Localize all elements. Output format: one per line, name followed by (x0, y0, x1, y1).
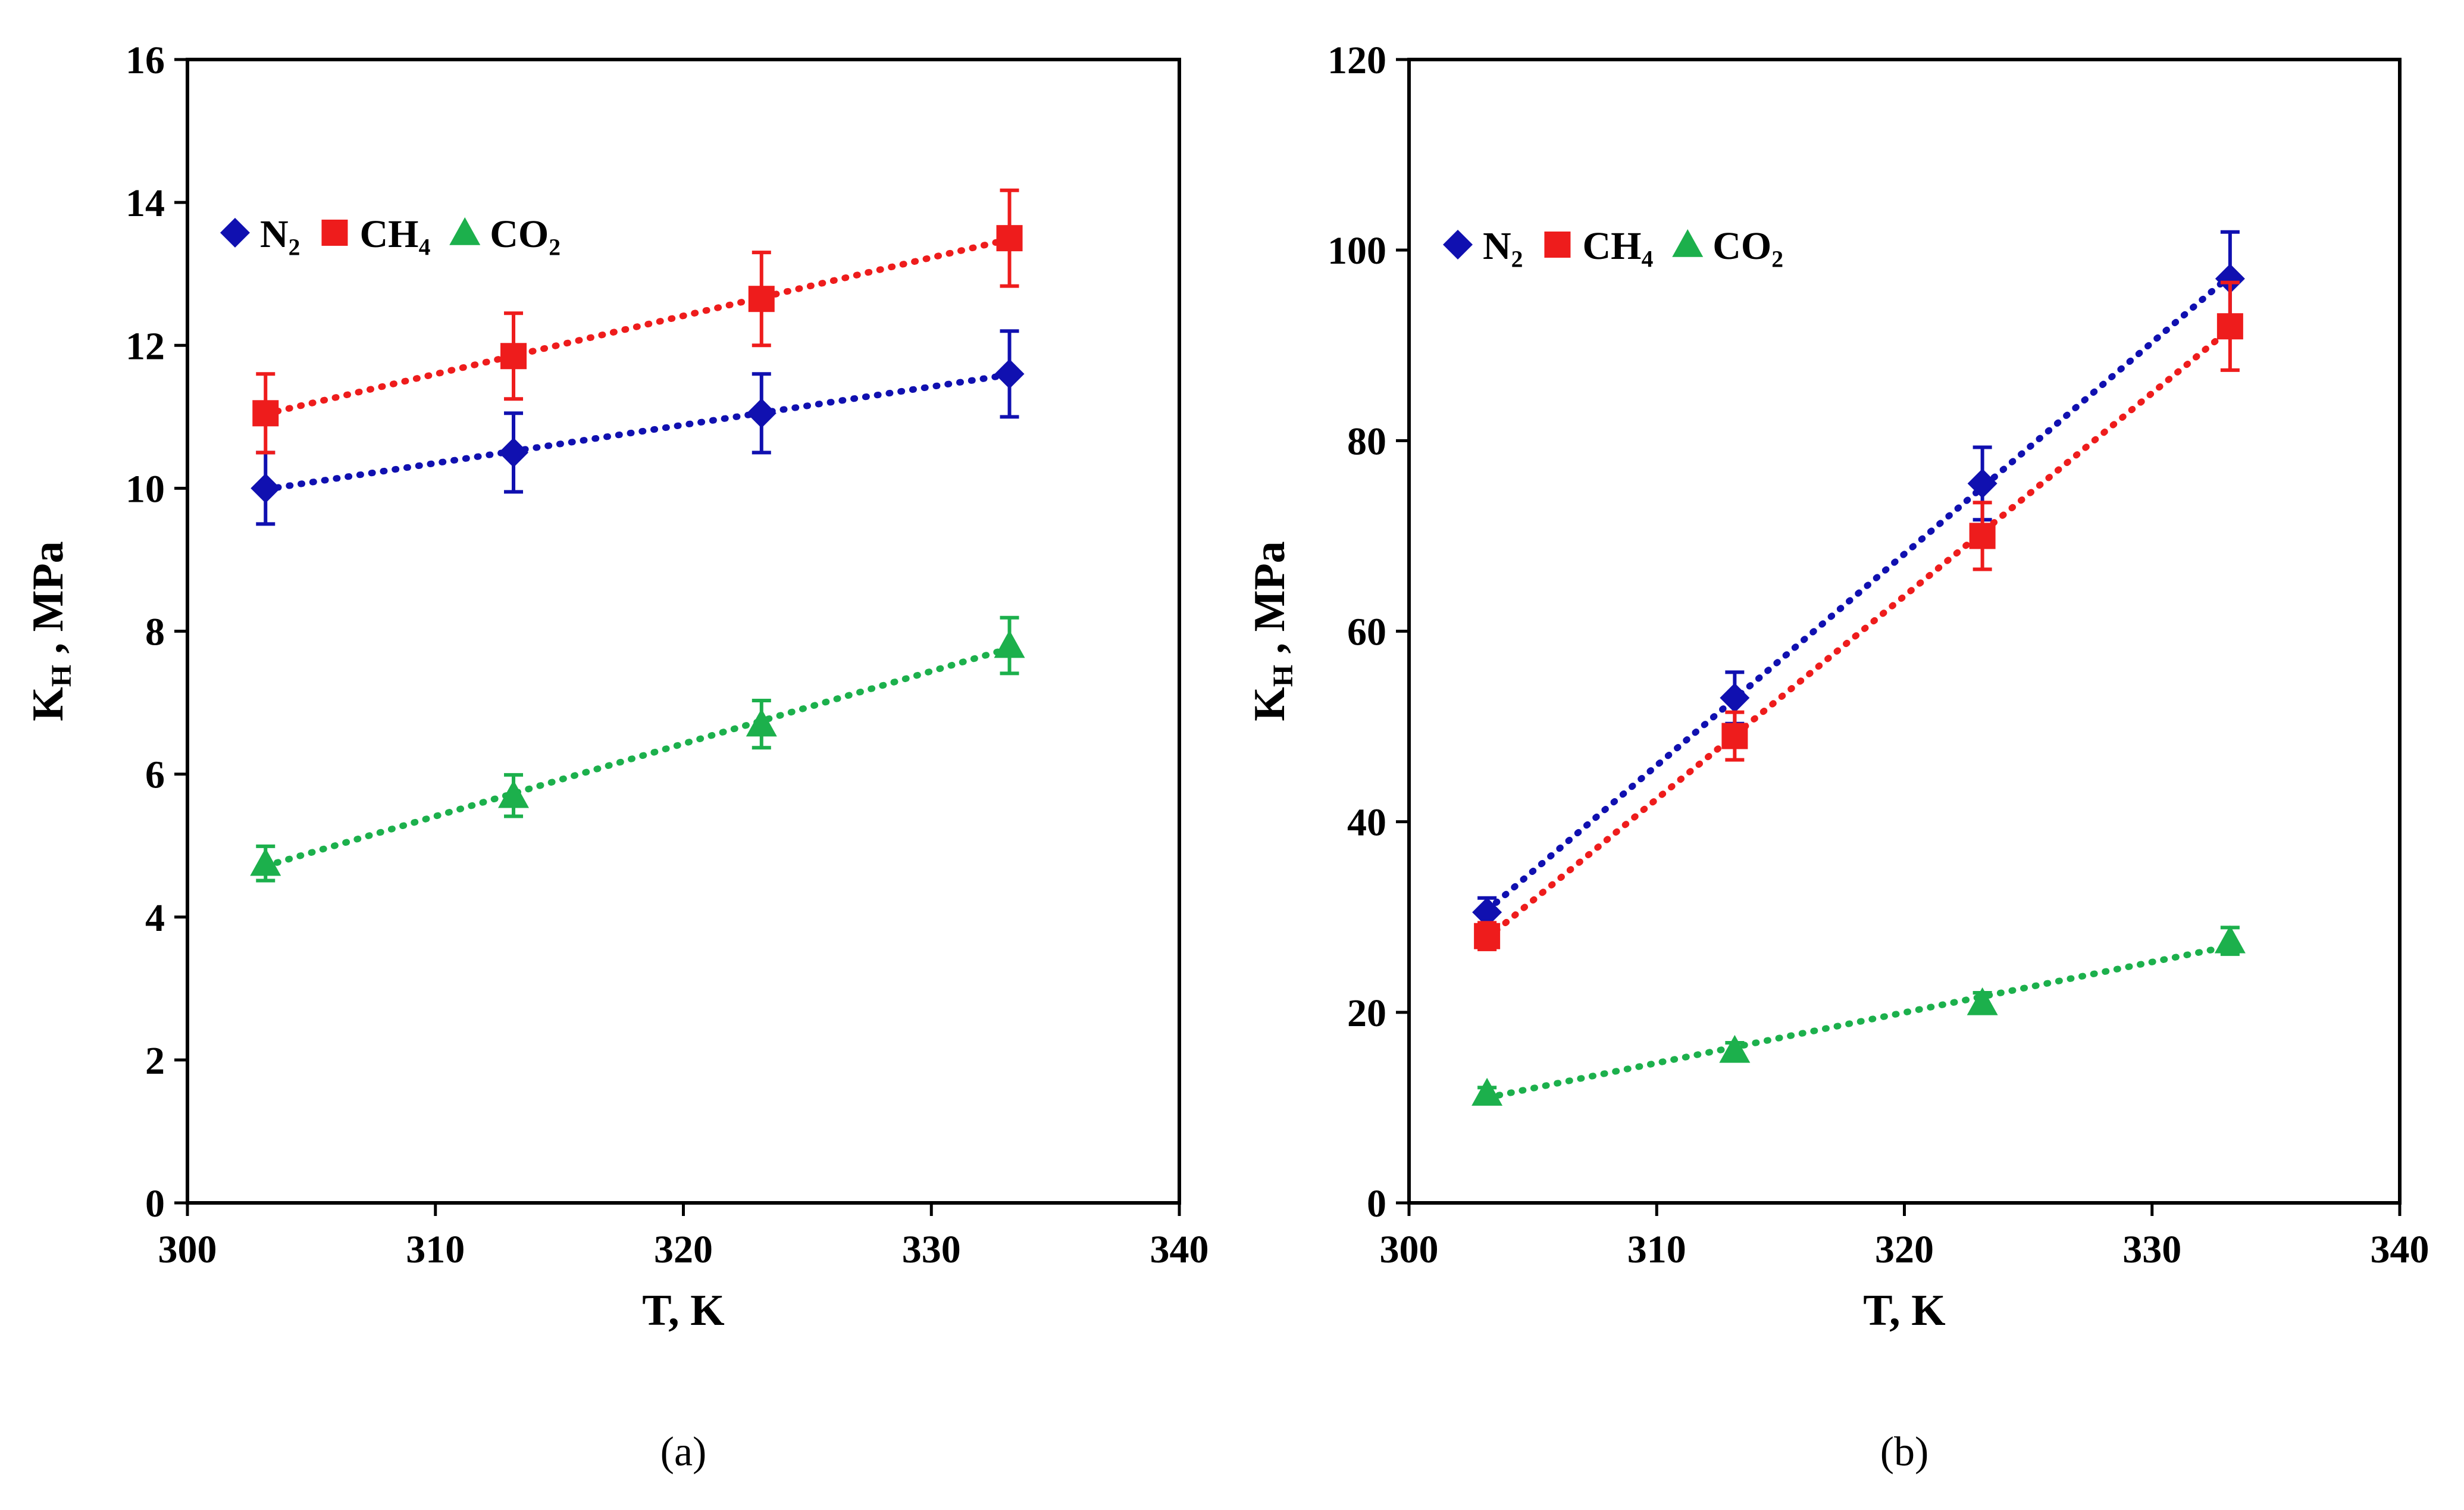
chart-a-y-tick-label: 4 (145, 896, 165, 940)
chart-a-x-axis-title: T, K (642, 1286, 724, 1335)
chart-b-x-axis-title: T, K (1863, 1286, 1945, 1335)
chart-b-panel-label: (b) (1880, 1429, 1929, 1475)
chart-b-y-tick-label: 80 (1347, 420, 1386, 463)
chart-b-y-axis-title-sub: H (1267, 665, 1299, 687)
chart-b-x-tick-label: 320 (1875, 1228, 1934, 1271)
chart-a-y-tick-label: 16 (126, 39, 165, 82)
chart-b-x-tick-label: 330 (2122, 1228, 2181, 1271)
chart-b-trendline-ch4 (1483, 326, 2234, 942)
chart-a-point-ch4 (996, 225, 1023, 252)
chart-panel-b: 300 310 320 330 340 0 20 40 60 80 100 120 T, K KH ,… (1245, 39, 2429, 1475)
chart-b-point-n2 (1472, 897, 1502, 927)
chart-b-x-tick-label: 300 (1380, 1228, 1439, 1271)
chart-b-y-tick-label: 0 (1367, 1182, 1386, 1225)
chart-a-trendline-n2 (262, 371, 1013, 493)
chart-b-point-n2 (2215, 264, 2245, 294)
chart-b-marks (1471, 230, 2246, 1106)
chart-b-x-tick-label: 340 (2371, 1228, 2429, 1271)
chart-a-x-tick-label: 320 (654, 1228, 713, 1271)
chart-a-y-axis-title: KH , MPa (24, 541, 77, 721)
chart-b-point-co2 (1471, 1077, 1503, 1106)
chart-a-point-ch4 (748, 286, 775, 312)
chart-panel-a: 300 310 320 330 340 0 2 4 6 8 10 12 14 16 T, K KH , M… (24, 39, 1209, 1475)
chart-a-y-axis-title-rest: , MPa (24, 541, 73, 665)
chart-a-legend-label-n2: N₂ (260, 212, 300, 256)
chart-a-point-co2 (498, 780, 530, 808)
chart-a-y-axis-title-sub: H (46, 665, 77, 687)
chart-b-y-tick-label: 100 (1328, 229, 1386, 273)
chart-a-point-co2 (994, 630, 1025, 658)
chart-b-trendline-n2 (1483, 272, 2234, 914)
chart-a-legend-label-co2: CO₂ (490, 212, 561, 256)
chart-a-x-tick-label: 340 (1150, 1228, 1209, 1271)
chart-a-panel-label: (a) (660, 1429, 707, 1475)
chart-b-point-ch4 (1721, 723, 1748, 749)
chart-a-legend-marker-n2 (220, 218, 250, 248)
chart-b-legend: N₂ CH₄ CO₂ (1443, 224, 1783, 268)
chart-a-y-tick-label: 0 (145, 1182, 165, 1225)
chart-a-point-co2 (250, 848, 281, 876)
chart-b-y-axis-title-rest: , MPa (1245, 541, 1294, 665)
chart-b-plot-frame (1407, 58, 2402, 1205)
chart-b-legend-marker-n2 (1443, 230, 1473, 260)
chart-b-y-axis-title: KH , MPa (1245, 541, 1299, 721)
chart-a-trendline-co2 (262, 645, 1013, 870)
chart-a-legend: N₂ CH₄ CO₂ (220, 212, 561, 256)
chart-b-legend-label-co2: CO₂ (1712, 224, 1783, 268)
chart-a-point-n2 (746, 398, 777, 429)
chart-b-y-tick-label: 40 (1347, 801, 1386, 845)
chart-b-legend-marker-co2 (1672, 229, 1704, 257)
chart-b-y-axis-title-main: K (1245, 687, 1294, 721)
chart-a-point-co2 (746, 708, 777, 737)
chart-b-point-co2 (1719, 1034, 1751, 1063)
chart-a-point-n2 (994, 359, 1025, 389)
chart-b-point-n2 (1720, 683, 1750, 713)
chart-a-y-axis-title-main: K (24, 687, 73, 721)
chart-a-x-tick-label: 330 (902, 1228, 961, 1271)
chart-a-y-tick-label: 12 (126, 324, 165, 368)
chart-a-y-tick-label: 10 (126, 467, 165, 511)
chart-a-y-tick-label: 2 (145, 1039, 165, 1083)
chart-b-legend-marker-ch4 (1544, 232, 1571, 258)
chart-a-point-n2 (499, 437, 529, 468)
chart-a-legend-label-ch4: CH₄ (359, 212, 430, 256)
chart-a-y-tick-label: 8 (145, 611, 165, 654)
chart-a-ticks: 300 310 320 330 340 0 2 4 6 8 10 12 14 16 (126, 39, 1209, 1271)
chart-a-y-tick-label: 6 (145, 754, 165, 797)
chart-b-point-co2 (2214, 925, 2246, 953)
chart-a-point-ch4 (500, 343, 527, 370)
chart-a-legend-marker-co2 (449, 217, 481, 245)
chart-a-point-n2 (251, 473, 281, 504)
chart-b-y-tick-label: 120 (1328, 39, 1386, 82)
chart-b-y-tick-label: 60 (1347, 611, 1386, 654)
chart-a-x-tick-label: 310 (406, 1228, 465, 1271)
chart-a-trendline-ch4 (262, 236, 1013, 418)
chart-b-x-tick-label: 310 (1627, 1228, 1686, 1271)
chart-b-legend-label-ch4: CH₄ (1582, 224, 1653, 268)
chart-b-point-n2 (1967, 468, 1998, 499)
chart-b-point-ch4 (1474, 923, 1501, 949)
chart-b-y-tick-label: 20 (1347, 992, 1386, 1035)
chart-b-point-co2 (1967, 987, 1998, 1015)
chart-a-y-tick-label: 14 (126, 182, 165, 225)
chart-a-x-tick-label: 300 (158, 1228, 217, 1271)
chart-a-legend-marker-ch4 (321, 220, 348, 246)
chart-a-marks (250, 188, 1025, 883)
chart-a-point-ch4 (252, 400, 279, 427)
chart-b-point-ch4 (1969, 523, 1996, 549)
chart-b-trendline-co2 (1483, 943, 2234, 1101)
chart-b-point-ch4 (2216, 313, 2243, 340)
chart-b-ticks: 300 310 320 330 340 0 20 40 60 80 100 120 (1328, 39, 2429, 1271)
chart-b-legend-label-n2: N₂ (1483, 224, 1523, 268)
